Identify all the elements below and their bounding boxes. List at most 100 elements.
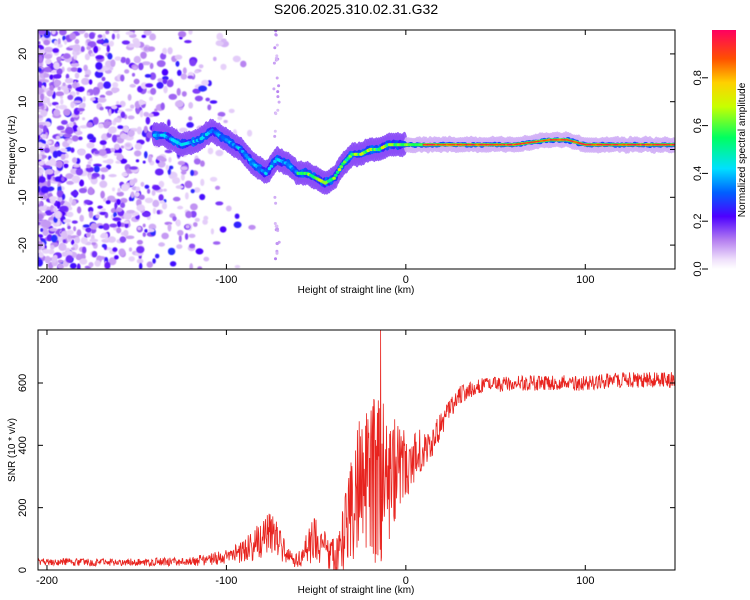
spectrogram-cell [70, 190, 79, 197]
spectrogram-cell [130, 104, 135, 109]
spectrogram-xtick-label: 100 [576, 274, 594, 286]
spectrogram-cell [84, 74, 90, 78]
spectrogram-cell [176, 88, 181, 96]
spectrogram-cell [176, 244, 183, 250]
spectrogram-cell [125, 143, 131, 148]
spectrogram-cell [49, 146, 55, 150]
spectrogram-cell [66, 211, 74, 218]
spectrogram-cell [149, 96, 154, 101]
spectrogram-cell [275, 242, 279, 245]
spectrogram-cell [163, 188, 167, 192]
snr-ticks: -200 -100 0 100 0 200 400 600 [17, 330, 675, 587]
spectrogram-cell [38, 221, 41, 226]
spectrogram-cell [70, 239, 75, 245]
spectrogram-cell [54, 79, 62, 86]
spectrogram-cell [147, 113, 154, 118]
spectrogram-cell [118, 248, 126, 257]
spectrogram-cell [120, 197, 128, 204]
spectrogram-cell [233, 221, 242, 229]
spectrogram-cell [128, 196, 132, 202]
spectrogram-cell [143, 111, 150, 117]
spectrogram-cell [38, 185, 41, 193]
spectrogram-ridge-core [271, 162, 275, 166]
spectrogram-cell [144, 229, 148, 233]
spectrogram-cell [38, 102, 44, 107]
spectrogram-cell [159, 200, 165, 204]
spectrogram-xtick-label: -100 [215, 274, 237, 286]
spectrogram-cell [78, 187, 87, 194]
spectrogram-cell [190, 169, 195, 176]
spectrogram-cell [147, 228, 155, 233]
spectrogram-cell [154, 168, 164, 176]
spectrogram-cell [76, 91, 80, 95]
spectrogram-cell [91, 172, 100, 178]
spectrogram-cell [137, 226, 142, 231]
spectrogram-cell [177, 205, 184, 210]
snr-xtick-label: -100 [215, 575, 237, 587]
spectrogram-ytick-label: 10 [17, 96, 29, 108]
spectrogram-cell [115, 160, 122, 164]
spectrogram-ylabel: Frequency (Hz) [7, 116, 18, 185]
spectrogram-cell [86, 45, 92, 51]
snr-panel: -200 -100 0 100 0 200 400 600 Height of straigh… [7, 329, 676, 596]
spectrogram-cell [54, 143, 59, 147]
spectrogram-cell [50, 70, 57, 74]
spectrogram-cell [141, 61, 151, 66]
spectrogram-cell [127, 129, 135, 137]
spectrogram-cell [71, 175, 81, 184]
spectrogram-cell [76, 263, 81, 269]
spectrogram-cell [117, 187, 121, 193]
spectrogram-cell [108, 174, 117, 178]
snr-ytick-label: 200 [17, 498, 29, 516]
spectrogram-cell [151, 189, 156, 196]
spectrogram-cell [147, 155, 153, 163]
spectrogram-cell [76, 126, 81, 131]
spectrogram-cell [60, 148, 68, 153]
spectrogram-cell [116, 220, 122, 228]
spectrogram-cell [57, 43, 63, 48]
spectrogram-cell [87, 41, 97, 48]
spectrogram-cell [114, 56, 122, 61]
spectrogram-cell [162, 47, 168, 55]
spectrogram-cell [77, 131, 83, 135]
spectrogram-cell [184, 40, 192, 44]
spectrogram-cell [193, 222, 198, 227]
spectrogram-cell [57, 235, 63, 243]
spectrogram-cell [274, 201, 278, 205]
spectrogram-cell [114, 143, 120, 151]
spectrogram-ytick-label: -20 [17, 237, 29, 253]
spectrogram-cell [42, 73, 50, 78]
spectrogram-cell [38, 88, 45, 94]
spectrogram-cell [72, 124, 79, 132]
spectrogram-cell [180, 173, 185, 181]
spectrogram-cell [167, 47, 173, 55]
spectrogram-cell [56, 125, 65, 131]
spectrogram-cell [86, 164, 91, 169]
spectrogram-cell [117, 125, 124, 129]
spectrogram-cell [207, 104, 212, 111]
spectrogram-cell [113, 117, 121, 123]
spectrogram-cell [195, 248, 204, 255]
spectrogram-cell [189, 263, 193, 269]
spectrogram-cell [60, 153, 66, 161]
spectrogram-cell [57, 259, 64, 264]
spectrogram-cell [220, 63, 227, 71]
spectrogram-ridge-core [265, 169, 270, 173]
spectrogram-cell [168, 157, 172, 163]
spectrogram-ytick-label: 20 [17, 48, 29, 60]
spectrogram-cell [215, 185, 221, 190]
spectrogram-cell [38, 252, 44, 259]
spectrogram-cell [61, 251, 68, 257]
spectrogram-cell [49, 158, 56, 166]
spectrogram-cell [124, 69, 130, 74]
spectrogram-cell [79, 179, 85, 187]
spectrogram-cell [88, 262, 94, 268]
spectrogram-cell [100, 167, 109, 173]
spectrogram-ridge [151, 118, 675, 195]
spectrogram-cell [216, 32, 224, 41]
spectrogram-cell [116, 207, 123, 213]
spectrogram-cell [55, 104, 59, 110]
spectrogram-cell [161, 202, 168, 210]
spectrogram-cell [51, 256, 57, 263]
